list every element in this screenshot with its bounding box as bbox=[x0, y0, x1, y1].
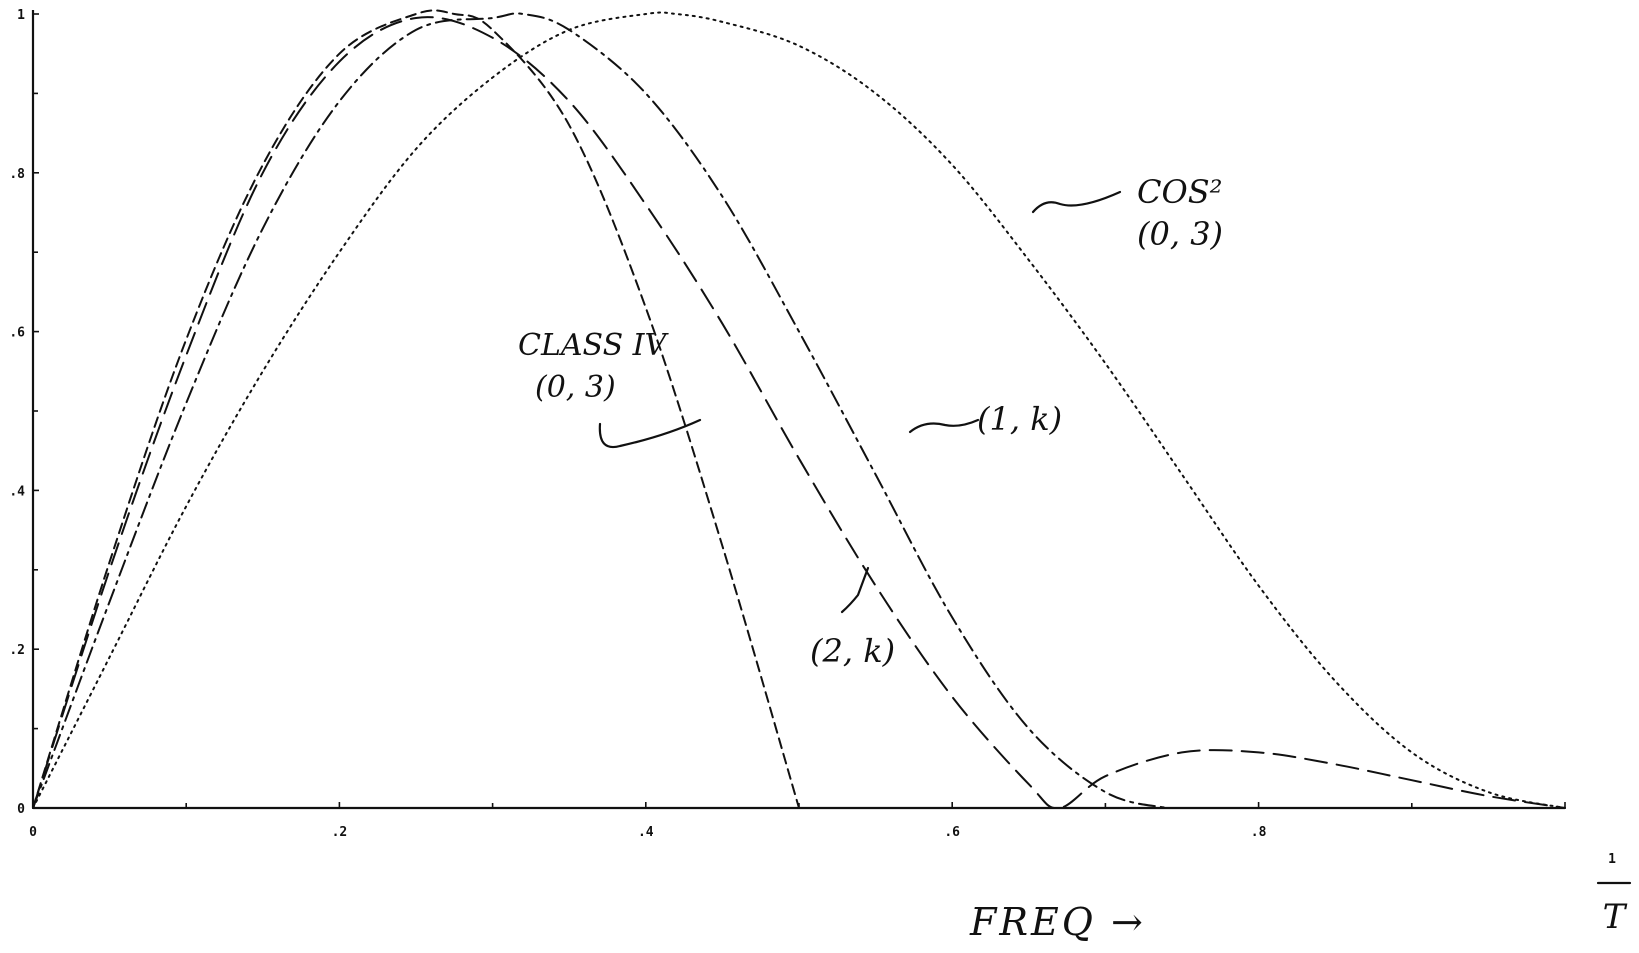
y-tick-label-5: 1 bbox=[17, 8, 25, 23]
y-tick-label-4: .8 bbox=[9, 167, 25, 182]
x-tick-label-0: 0 bbox=[29, 825, 37, 840]
cos2-label-line-2: (0, 3) bbox=[1137, 215, 1223, 253]
cos2-leader bbox=[1031, 190, 1122, 214]
x-tick-label-3: .6 bbox=[944, 825, 960, 840]
curve-cos2 bbox=[32, 11, 1566, 809]
y-ticks: 0 .2 .4 .6 .8 1 bbox=[9, 8, 39, 817]
cos2-label: COS² (0, 3) bbox=[1137, 173, 1233, 253]
one-k-label: (1, k) bbox=[977, 400, 1062, 438]
cos2-label-line-1: COS² bbox=[1137, 173, 1222, 211]
x-ticks: 0 .2 .4 .6 .8 bbox=[29, 802, 1566, 840]
two-k-label: (2, k) bbox=[810, 632, 895, 670]
x-tick-label-4: .8 bbox=[1251, 825, 1267, 840]
y-tick-label-2: .4 bbox=[9, 484, 25, 499]
x-axis-end-label: 1 T bbox=[1596, 852, 1632, 937]
series-labels: CLASS IV (0, 3) COS² (0, 3) (1, k) (2, k… bbox=[518, 173, 1233, 670]
curves bbox=[32, 9, 1566, 810]
class-iv-leader bbox=[598, 418, 702, 449]
y-tick-label-0: 0 bbox=[17, 802, 25, 817]
class-iv-label-line-2: (0, 3) bbox=[535, 370, 616, 405]
class-iv-label-line-1: CLASS IV bbox=[518, 328, 670, 363]
axes bbox=[31, 10, 1565, 810]
y-tick-label-1: .2 bbox=[9, 643, 25, 658]
one-k-leader bbox=[908, 418, 980, 434]
x-tick-label-1: .2 bbox=[332, 825, 348, 840]
x-axis-label: FREQ → bbox=[969, 900, 1146, 944]
curve-two-k bbox=[32, 16, 1566, 810]
two-k-leader bbox=[840, 566, 870, 614]
y-tick-label-3: .6 bbox=[9, 326, 25, 341]
class-iv-label: CLASS IV (0, 3) bbox=[518, 328, 676, 405]
x-end-numerator: 1 bbox=[1608, 852, 1616, 867]
x-end-denominator: T bbox=[1603, 897, 1628, 937]
x-tick-label-2: .4 bbox=[638, 825, 654, 840]
curve-class-iv bbox=[32, 9, 800, 809]
